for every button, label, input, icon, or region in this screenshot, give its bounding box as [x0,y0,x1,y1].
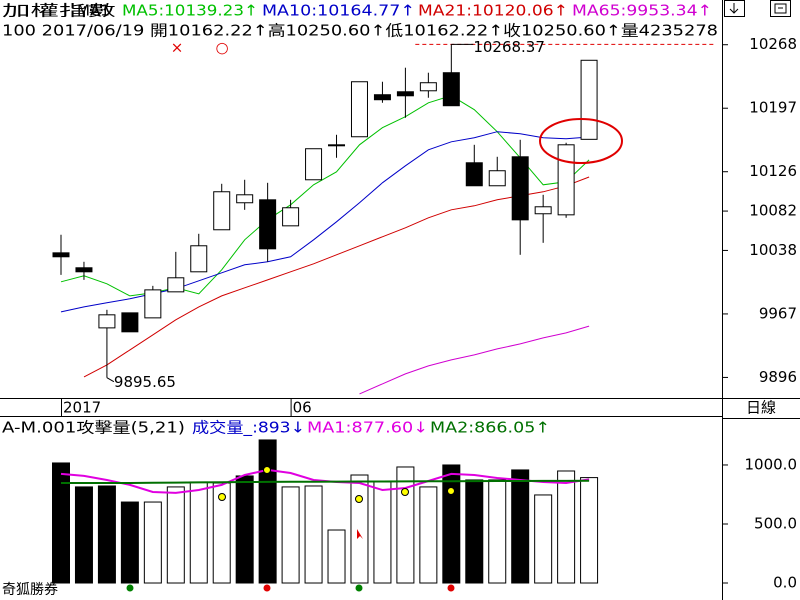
window-icon [774,3,787,14]
chart-subtitle: MA1 [77,2,110,20]
highlight-ellipse [539,118,623,164]
signal-dot [355,495,363,503]
candle-body [488,170,506,187]
volume-bar [465,479,484,584]
x-tick-label: 2017 [63,399,101,417]
legend-entry: MA21:10120.06↑ [418,2,568,20]
signal-dot [401,488,409,496]
candle-body [534,206,552,215]
volume-bar [488,479,507,584]
candle-body [213,191,231,231]
footer: 奇狐勝券 [2,581,58,598]
signal-dot [263,584,271,592]
signal: ○ [215,39,228,57]
signal-dot [126,584,134,592]
volume-bar [52,462,70,584]
ma-line [83,176,590,378]
signal-dot [355,584,363,592]
y-tick-label: 500.0 [754,514,797,532]
y-tick-label: 9967 [759,304,797,322]
y-tick-label: 10126 [749,162,797,180]
annotation: 9895.65 [114,373,176,391]
annotation-leader [106,377,115,383]
legend-entry: MA10:10164.77↑ [262,2,415,20]
candle-body [144,289,162,319]
chart-title: 加權指數 [2,2,116,20]
signal-dot [263,466,271,474]
candle-body [442,72,460,107]
volume-value-label: 成交量_:893↓ [192,419,305,438]
arrow-icon [729,3,739,14]
period-label: 日線 [746,399,776,417]
candle-body [259,199,277,250]
y-tick-label: 10038 [749,241,797,259]
candle-body [52,252,70,258]
volume-bar [166,486,185,584]
candle-body [190,245,208,273]
volume-bar [557,470,576,584]
candle-body [98,314,116,329]
candle-body [511,156,529,221]
volume-bar [120,501,139,584]
volume-bar [327,529,346,584]
volume-bar [511,469,530,584]
y-tick-label: 0.0 [773,574,797,592]
candle-body [580,59,598,140]
volume-bar [304,485,323,584]
candle-body [75,267,93,273]
x-tick-label: 06 [293,399,312,417]
legend-entry: MA2:866.05↑ [430,419,550,437]
candle-body [350,81,368,138]
volume-bar [258,439,277,584]
volume-bar [74,486,93,584]
signal-dot [447,584,455,592]
legend-entry: MA5:10139.23↑ [122,2,258,20]
volume-bar [350,474,369,584]
candle-body [305,148,323,181]
volume-bar [143,501,162,584]
volume-bar [396,466,415,584]
signal-dot [447,487,455,495]
y-tick-label: 10197 [749,99,797,117]
candle-body [465,162,483,187]
volume-title: A-M.001攻擊量(5,21) [2,419,185,437]
candle-body [121,312,139,333]
y-tick-label: 1000.0 [745,455,798,473]
signal: × [171,39,184,57]
volume-bar [580,477,599,584]
volume-bar [97,485,116,584]
y-tick-label: 10268 [749,35,797,53]
legend-entry: MA65:9953.34↑ [572,2,712,20]
ma-line [359,325,590,395]
candle-body [167,277,185,293]
y-tick-label: 9896 [759,368,797,386]
volume-bar [373,481,392,584]
signal-dots [126,466,455,592]
volume-bar [534,494,553,584]
candle-body [328,144,346,147]
info-line: 100 2017/06/19 開10162.22↑高10250.60↑低1016… [2,22,718,40]
volume-bar [442,464,461,584]
candle-body [396,91,414,97]
signal-dot [218,493,226,501]
ma-line [61,479,590,484]
scroll-buttons[interactable] [724,0,791,17]
annotation: 10268.37 [473,38,545,56]
candle-body [282,207,300,227]
candle-body [373,94,391,101]
volume-bar [419,486,438,584]
y-tick-label: 10082 [749,202,797,220]
legend-entry: MA1:877.60↓ [307,419,428,437]
candle-body [236,194,254,204]
volume-bar [281,486,300,584]
volume-bar [235,475,254,584]
volume-bar [189,481,208,584]
candle-body [419,82,437,92]
candle-body [557,144,575,216]
cursor-icon [357,529,363,539]
marks: 9896 9967 10038 10082 10126 10197 10268 2017 06 1… [52,2,798,592]
